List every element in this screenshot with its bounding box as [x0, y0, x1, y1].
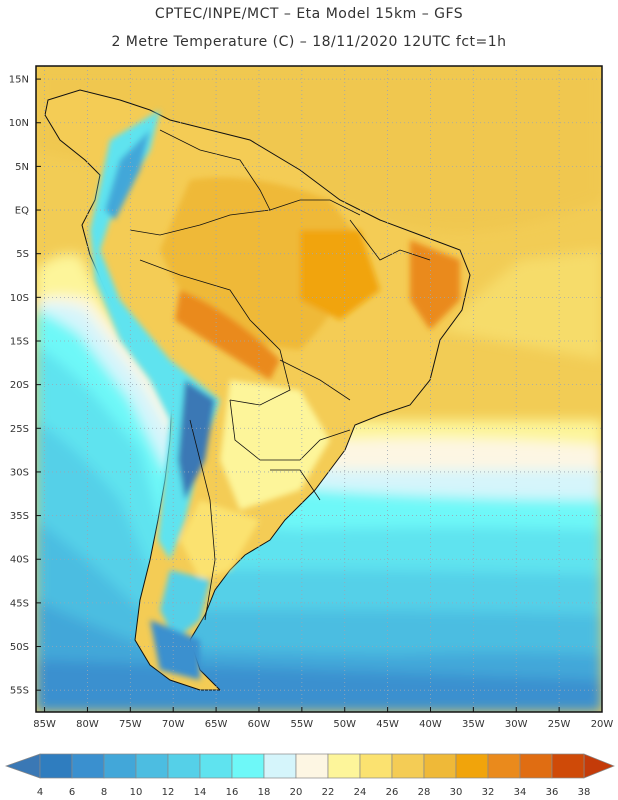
colorbar-tick-label: 36: [546, 787, 559, 798]
colorbar-swatch: [487, 753, 521, 779]
lat-label: 20S: [10, 380, 29, 391]
lat-label: 15N: [9, 75, 29, 86]
map-frame: [35, 65, 603, 713]
colorbar-tick-label: 34: [514, 787, 527, 798]
colorbar-swatch: [551, 753, 585, 779]
lat-label: 40S: [10, 555, 29, 566]
colorbar-tick-label: 12: [162, 787, 175, 798]
title-line-2: 2 Metre Temperature (C) – 18/11/2020 12U…: [111, 34, 507, 50]
colorbar-swatch: [71, 753, 105, 779]
lon-label: 85W: [33, 719, 56, 730]
colorbar-max-arrow: [583, 753, 615, 779]
lat-label: EQ: [15, 206, 29, 217]
map-field: [36, 66, 602, 712]
lat-label: 45S: [10, 598, 29, 609]
colorbar-swatch: [519, 753, 553, 779]
lon-label: 80W: [76, 719, 99, 730]
colorbar-swatch: [135, 753, 169, 779]
lon-label: 20W: [591, 719, 614, 730]
colorbar-swatch: [39, 753, 73, 779]
lon-label: 65W: [205, 719, 228, 730]
latitude-labels: 15N 10N 5N EQ 5S 10S 15S 20S 25S 30S 35S 40S 45S 50S 5…: [9, 75, 41, 697]
country-borders: [129, 129, 431, 621]
lon-label: 60W: [248, 719, 271, 730]
colorbar-swatch: [327, 753, 361, 779]
colorbar-tick-label: 22: [322, 787, 335, 798]
colorbar-tick-label: 14: [194, 787, 207, 798]
colorbar-tick-label: 8: [101, 787, 107, 798]
lon-label: 50W: [333, 719, 356, 730]
colorbar-tick-label: 32: [482, 787, 495, 798]
lon-label: 55W: [291, 719, 314, 730]
colorbar-swatch: [199, 753, 233, 779]
title-line-1: CPTEC/INPE/MCT – Eta Model 15km – GFS: [154, 6, 464, 22]
colorbar-tick-label: 28: [418, 787, 431, 798]
lat-label: 35S: [10, 511, 29, 522]
lat-label: 5S: [16, 249, 29, 260]
colorbar-tick-label: 38: [578, 787, 591, 798]
lon-label: 35W: [462, 719, 485, 730]
colorbar-swatch: [167, 753, 201, 779]
lon-label: 25W: [548, 719, 571, 730]
lat-label: 50S: [10, 642, 29, 653]
colorbar-tick-label: 26: [386, 787, 399, 798]
colorbar-swatch: [391, 753, 425, 779]
colorbar-swatch: [423, 753, 457, 779]
colorbar-tick-label: 16: [226, 787, 239, 798]
colorbar-tick-label: 6: [69, 787, 75, 798]
colorbar-tick-label: 20: [290, 787, 303, 798]
lat-label: 10S: [10, 293, 29, 304]
colorbar-swatch: [231, 753, 265, 779]
colorbar-swatch: [295, 753, 329, 779]
colorbar-min-arrow: [4, 753, 41, 779]
lon-label: 30W: [505, 719, 528, 730]
lon-label: 75W: [119, 719, 142, 730]
lon-label: 45W: [376, 719, 399, 730]
lat-label: 5N: [15, 162, 29, 173]
lat-label: 30S: [10, 467, 29, 478]
colorbar-swatch: [263, 753, 297, 779]
lon-label: 40W: [419, 719, 442, 730]
colorbar-swatch: [455, 753, 489, 779]
colorbar-swatch: [359, 753, 393, 779]
lat-label: 10N: [9, 118, 29, 129]
colorbar-tick-label: 18: [258, 787, 271, 798]
longitude-labels: 85W 80W 75W 70W 65W 60W 55W 50W 45W 40W 35W 30W 25W 2…: [33, 707, 613, 730]
lat-label: 55S: [10, 686, 29, 697]
colorbar-swatch: [103, 753, 137, 779]
colorbar-tick-label: 30: [450, 787, 463, 798]
colorbar-tick-label: 4: [37, 787, 43, 798]
lat-label: 25S: [10, 424, 29, 435]
colorbar-tick-label: 10: [130, 787, 143, 798]
colorbar-tick-label: 24: [354, 787, 367, 798]
lon-label: 70W: [162, 719, 185, 730]
lat-label: 15S: [10, 336, 29, 347]
